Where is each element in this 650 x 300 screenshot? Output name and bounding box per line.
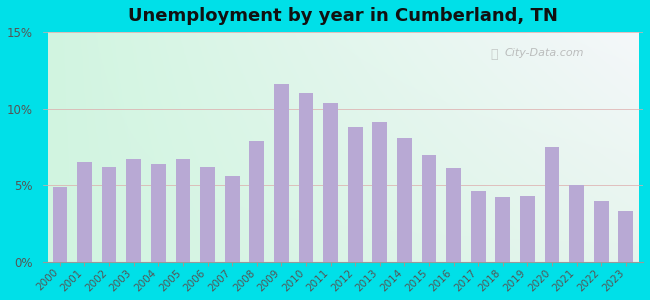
Bar bbox=[77, 162, 92, 262]
Bar bbox=[545, 147, 560, 262]
Text: Ⓜ: Ⓜ bbox=[490, 48, 497, 61]
Bar bbox=[53, 187, 67, 262]
Bar bbox=[397, 138, 411, 262]
Bar bbox=[225, 176, 239, 262]
Bar bbox=[594, 200, 608, 262]
Bar bbox=[101, 167, 116, 262]
Title: Unemployment by year in Cumberland, TN: Unemployment by year in Cumberland, TN bbox=[128, 7, 558, 25]
Bar bbox=[520, 196, 535, 262]
Bar bbox=[323, 103, 338, 262]
Bar bbox=[446, 168, 461, 262]
Bar bbox=[176, 159, 190, 262]
Bar bbox=[569, 185, 584, 262]
Bar bbox=[495, 197, 510, 262]
Bar bbox=[250, 141, 264, 262]
Bar bbox=[372, 122, 387, 262]
Bar bbox=[126, 159, 141, 262]
Bar bbox=[151, 164, 166, 262]
Bar bbox=[422, 154, 436, 262]
Text: City-Data.com: City-Data.com bbox=[505, 48, 584, 58]
Bar bbox=[348, 127, 363, 262]
Bar bbox=[274, 84, 289, 262]
Bar bbox=[471, 191, 486, 262]
Bar bbox=[200, 167, 215, 262]
Bar bbox=[298, 93, 313, 262]
Bar bbox=[618, 211, 633, 262]
